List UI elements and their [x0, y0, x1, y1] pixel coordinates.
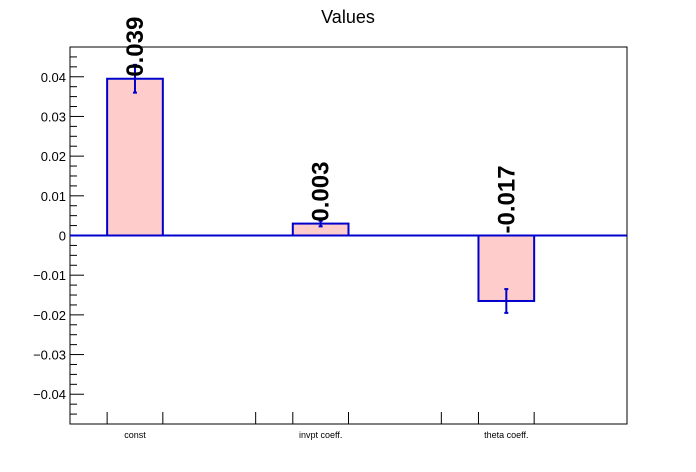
y-axis: −0.04 −0.03 −0.02 −0.01 0 0.01 0.02 0.03 0.04	[33, 46, 84, 425]
y-tick-label: −0.04	[33, 387, 66, 402]
y-tick-label: 0.04	[41, 70, 66, 85]
category-label: const	[124, 430, 146, 440]
category-label: theta coeff.	[484, 430, 528, 440]
y-tick-label: 0.01	[41, 189, 66, 204]
data-label: 0.039	[122, 17, 149, 77]
data-label: -0.017	[493, 165, 520, 233]
bars	[106, 77, 536, 302]
y-tick-label: 0	[59, 229, 66, 244]
data-labels: 0.039 0.003 -0.017	[122, 17, 520, 234]
y-tick-label: −0.01	[33, 268, 66, 283]
category-labels: const invpt coeff. theta coeff.	[124, 430, 528, 440]
category-label: invpt coeff.	[299, 430, 342, 440]
bar-const	[106, 77, 164, 237]
data-label: 0.003	[308, 162, 335, 222]
y-tick-label: 0.03	[41, 109, 66, 124]
x-axis	[106, 412, 535, 424]
y-tick-label: −0.03	[33, 348, 66, 363]
chart-title: Values	[321, 7, 375, 27]
y-tick-label: −0.02	[33, 308, 66, 323]
y-tick-label: 0.02	[41, 149, 66, 164]
error-bars	[132, 63, 509, 314]
